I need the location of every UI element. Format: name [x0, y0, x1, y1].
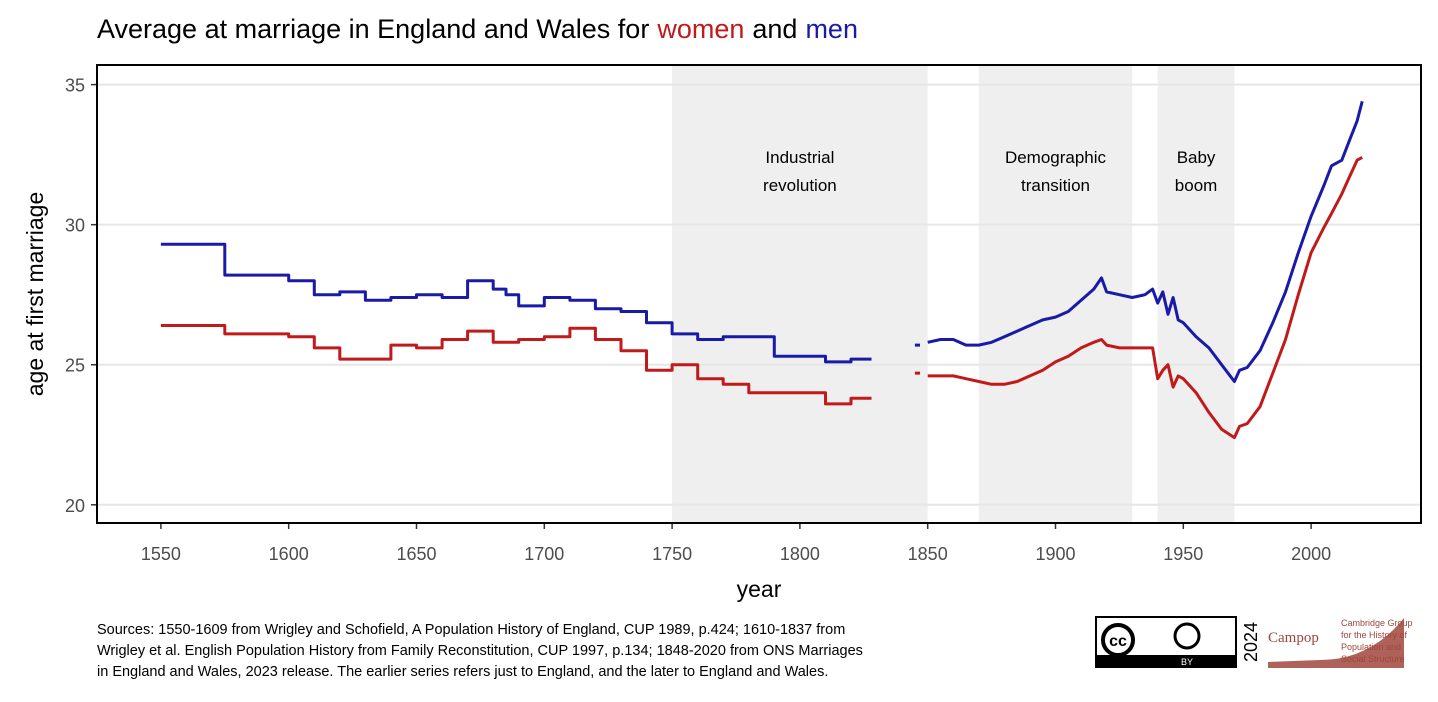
period-label: boom: [1175, 176, 1218, 195]
x-tick-label: 1850: [908, 544, 948, 564]
period-label: revolution: [763, 176, 837, 195]
title-part: men: [805, 14, 858, 44]
shaded-period: [1157, 65, 1235, 523]
by-icon: [1173, 622, 1201, 650]
logo-line: Population and: [1341, 642, 1401, 652]
x-tick-label: 1900: [1035, 544, 1075, 564]
logo-name: Campop: [1268, 630, 1319, 646]
series-line: [160, 101, 1364, 383]
license-year: 2024: [1241, 622, 1261, 662]
y-axis-label: age at first marriage: [22, 192, 48, 397]
y-tick-label: 35: [65, 76, 85, 96]
plot-frame: [96, 64, 1422, 524]
x-tick-label: 1550: [141, 544, 181, 564]
x-axis-label: year: [737, 576, 782, 602]
x-tick-label: 1800: [780, 544, 820, 564]
source-note: Sources: 1550-1609 from Wrigley and Scho…: [97, 622, 845, 638]
x-tick-label: 1750: [652, 544, 692, 564]
chart-title: Average at marriage in England and Wales…: [97, 14, 858, 44]
series-line: [160, 156, 1363, 440]
title-part: Average at marriage in England and Wales…: [97, 14, 649, 44]
logo-graphic: [1268, 618, 1404, 668]
x-tick-label: 1650: [396, 544, 436, 564]
title-part: women: [656, 14, 744, 44]
source-note: Wrigley et al. English Population Histor…: [97, 643, 863, 659]
source-note: in England and Wales, 2023 release. The …: [97, 664, 828, 680]
cc-text: cc: [1109, 633, 1127, 650]
x-tick-label: 1950: [1163, 544, 1203, 564]
by-text: BY: [1181, 657, 1193, 667]
shaded-period: [978, 65, 1133, 523]
y-tick-label: 30: [65, 216, 85, 236]
period-label: transition: [1021, 176, 1090, 195]
logo-line: Cambridge Group: [1341, 618, 1413, 628]
logo-line: for the History of: [1341, 630, 1408, 640]
license-bar: [1096, 655, 1236, 667]
x-tick-label: 1600: [269, 544, 309, 564]
period-label: Industrial: [765, 148, 834, 167]
period-label: Baby: [1177, 148, 1216, 167]
title-part: and: [752, 14, 797, 44]
x-tick-label: 2000: [1291, 544, 1331, 564]
period-label: Demographic: [1005, 148, 1107, 167]
y-tick-label: 20: [65, 496, 85, 516]
logo-line: Social Structure: [1341, 654, 1405, 664]
y-tick-label: 25: [65, 356, 85, 376]
x-tick-label: 1700: [524, 544, 564, 564]
shaded-period: [672, 65, 928, 523]
cc-icon: [1101, 623, 1135, 657]
